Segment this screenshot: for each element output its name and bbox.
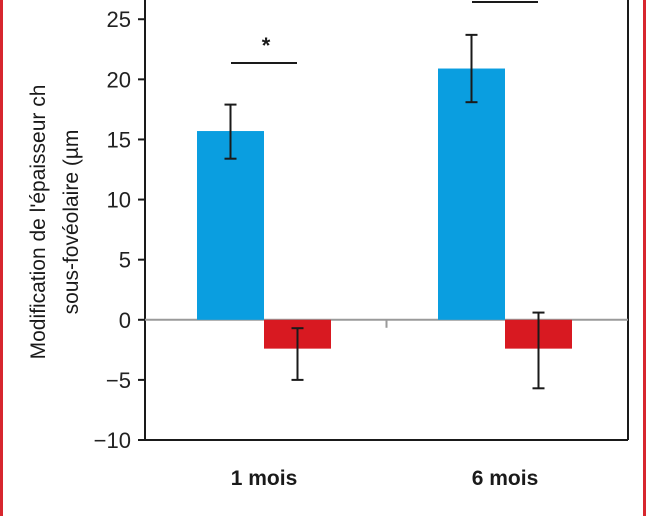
- bar: [438, 68, 505, 320]
- frame-left-border: [0, 0, 3, 516]
- error-bars: [224, 33, 545, 390]
- x-category-labels: 1 mois 6 mois: [231, 467, 539, 490]
- y-axis-label: Modification de l'épaisseur ch sous-fovéo…: [27, 85, 83, 360]
- y-tick-label: 5: [119, 248, 131, 273]
- y-tick-label: 15: [107, 127, 131, 152]
- y-tick-label: 20: [107, 67, 131, 92]
- significance-markers: *: [231, 1, 538, 64]
- y-tick-label: 0: [119, 308, 131, 333]
- y-tick-label: 25: [107, 7, 131, 32]
- bar: [197, 131, 264, 320]
- y-ticks: −10 −5 0 5 10 15 20 25: [94, 7, 145, 453]
- y-axis-label-line: Modification de l'épaisseur ch: [27, 85, 50, 360]
- y-tick-label: −10: [94, 428, 131, 453]
- y-axis-label-line: sous-fovéolaire (µm: [60, 130, 83, 315]
- y-tick-label: −5: [106, 368, 131, 393]
- significance-star: *: [262, 33, 271, 58]
- x-category-label: 6 mois: [472, 467, 539, 490]
- frame-right-border: [643, 0, 646, 516]
- y-tick-label: 10: [107, 188, 131, 213]
- x-category-label: 1 mois: [231, 467, 298, 490]
- bars: [197, 68, 572, 349]
